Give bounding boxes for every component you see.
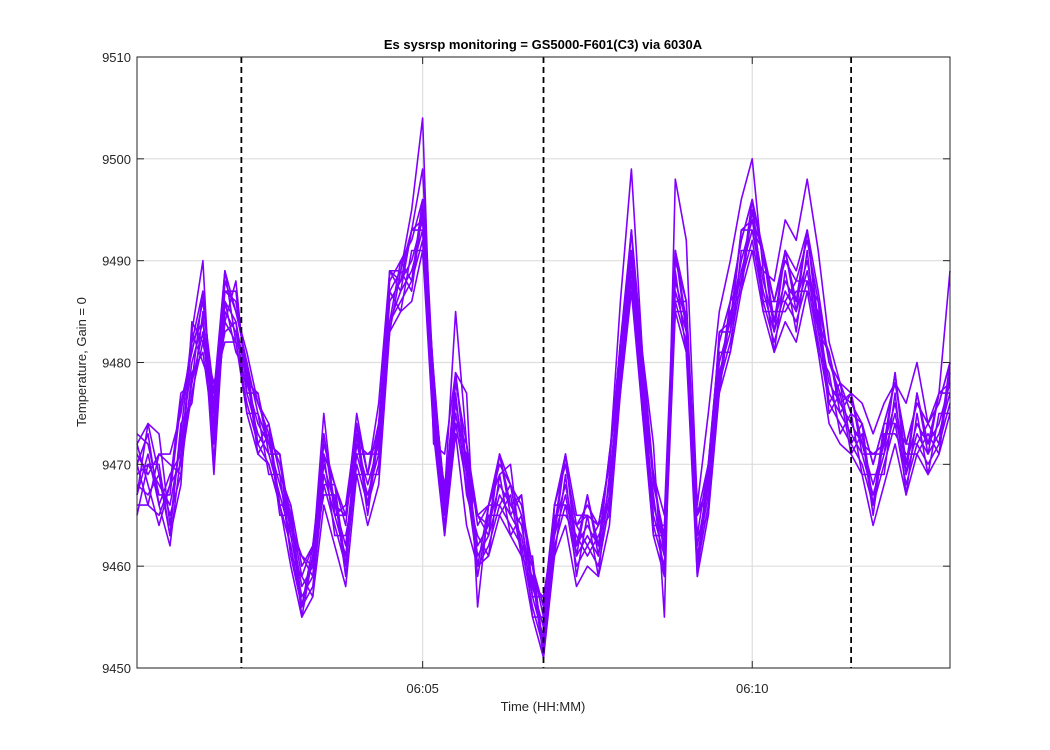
y-axis-label: Temperature, Gain = 0 (74, 297, 89, 427)
x-axis-label: Time (HH:MM) (501, 699, 586, 714)
y-tick-label: 9490 (102, 254, 131, 269)
y-axis-ticks: 9450 9460 9470 9480 9490 9500 9510 (102, 50, 950, 676)
vertical-markers (240, 57, 853, 668)
x-axis-ticks: 06:05 06:10 (406, 57, 769, 696)
y-tick-label: 9450 (102, 661, 131, 676)
y-tick-label: 9460 (102, 559, 131, 574)
series-line-6 (136, 198, 951, 608)
y-tick-label: 9480 (102, 356, 131, 371)
chart-title: Es sysrsp monitoring = GS5000-F601(C3) v… (384, 37, 703, 52)
x-tick-label: 06:10 (736, 681, 769, 696)
y-tick-label: 9470 (102, 457, 131, 472)
x-tick-label: 06:05 (406, 681, 439, 696)
y-tick-label: 9510 (102, 50, 131, 65)
y-tick-label: 9500 (102, 152, 131, 167)
